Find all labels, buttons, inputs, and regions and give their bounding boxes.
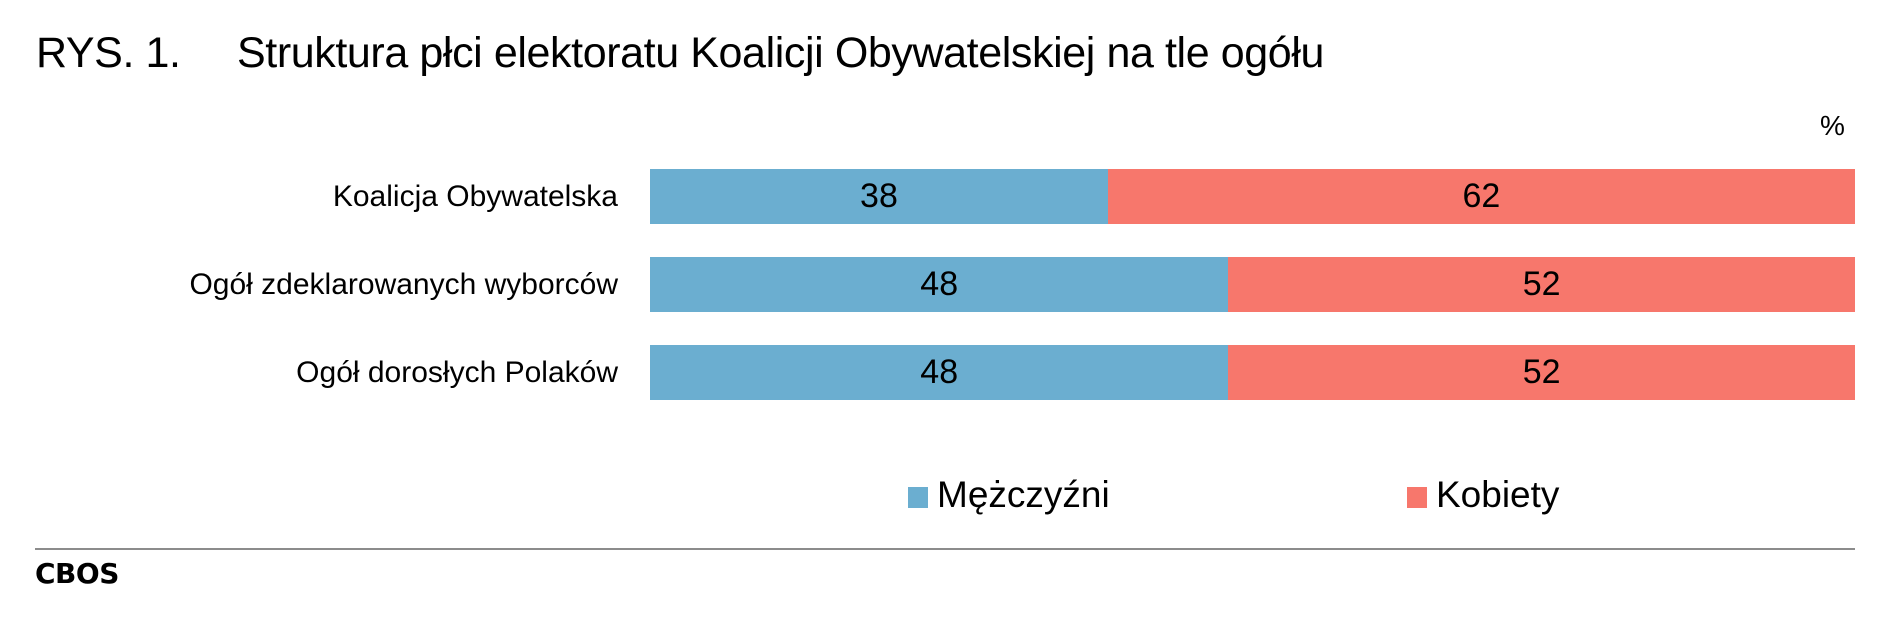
bar-segment-men: 38	[650, 169, 1108, 224]
stacked-bar-chart: Koalicja Obywatelska 38 62 Ogół zdeklaro…	[189, 169, 1855, 400]
bar-segment-women: 52	[1228, 257, 1855, 312]
legend-item-women: Kobiety	[1407, 475, 1559, 515]
category-label: Ogół zdeklarowanych wyborców	[189, 268, 618, 301]
legend-label-women: Kobiety	[1436, 474, 1560, 515]
bar-segment-men: 48	[650, 345, 1229, 400]
category-label: Ogół dorosłych Polaków	[296, 356, 618, 389]
figure-number: RYS. 1.	[36, 29, 181, 77]
legend-label-men: Mężczyźni	[937, 474, 1110, 515]
legend-item-men: Mężczyźni	[908, 475, 1110, 515]
bar-row-adult-poles: 48 52	[650, 345, 1855, 400]
footer-divider	[35, 548, 1855, 550]
source-label: CBOS	[35, 557, 119, 590]
bar-segment-women: 62	[1107, 169, 1855, 224]
figure-title-text: Struktura płci elektoratu Koalicji Obywa…	[237, 29, 1324, 77]
bar-segment-women: 52	[1228, 345, 1855, 400]
category-label: Koalicja Obywatelska	[332, 180, 618, 213]
bar-segment-men: 48	[650, 257, 1229, 312]
legend-swatch-women	[1407, 486, 1427, 508]
bar-row-koalicja-obywatelska: 38 62	[650, 169, 1855, 224]
bar-row-declared-voters: 48 52	[650, 257, 1855, 312]
legend-swatch-men	[908, 486, 928, 508]
unit-label: %	[1820, 110, 1845, 141]
